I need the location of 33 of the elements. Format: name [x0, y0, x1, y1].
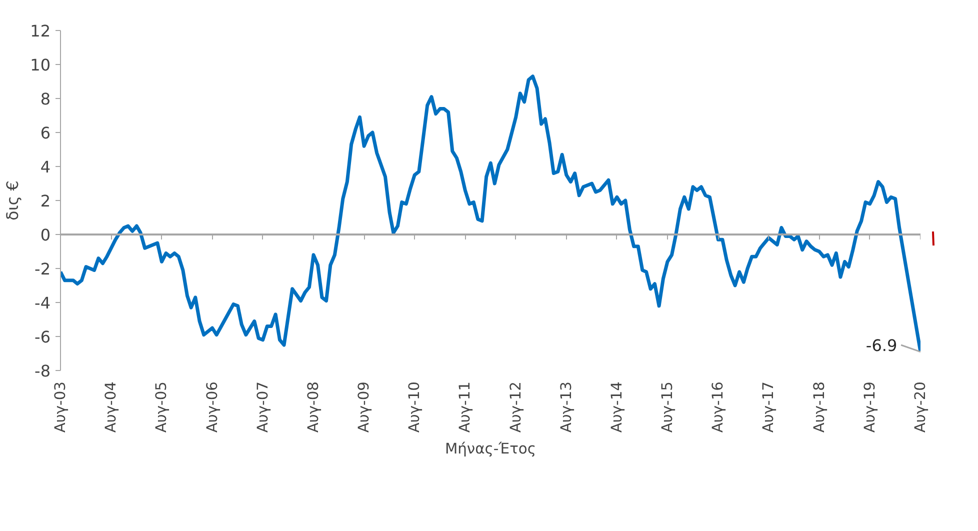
y-tick-label: 8 — [40, 90, 51, 108]
x-tick-label: Αυγ-13 — [558, 381, 575, 433]
x-tick-label: Αυγ-14 — [608, 381, 626, 433]
y-tick-label: -4 — [34, 294, 50, 312]
annotation: -6.9 — [866, 336, 898, 355]
x-tick-label: Αυγ-08 — [305, 381, 322, 433]
y-tick-label: 10 — [30, 56, 50, 74]
y-tick-label: -6 — [34, 328, 50, 346]
x-tick-label: Αυγ-11 — [456, 381, 474, 433]
x-tick-label: Αυγ-17 — [760, 381, 778, 433]
y-tick-label: -8 — [34, 362, 50, 380]
x-tick-label: Αυγ-10 — [406, 381, 424, 433]
x-tick-label: Αυγ-09 — [356, 381, 373, 433]
y-tick-label: 12 — [30, 22, 50, 40]
line-series — [60, 74, 920, 354]
y-tick-label: 2 — [40, 192, 51, 210]
x-tick-label: Αυγ-04 — [102, 381, 120, 433]
x-tick-label: Αυγ-07 — [254, 381, 272, 433]
x-tick-label: Αυγ-16 — [710, 381, 727, 433]
x-tick-label: Αυγ-19 — [861, 381, 878, 433]
x-tick-label: Αυγ-18 — [810, 381, 828, 433]
x-tick-label: Αυγ-15 — [658, 381, 676, 433]
y-tick-label: 0 — [40, 226, 51, 244]
y-tick-label: -2 — [34, 260, 50, 278]
x-axis-title: Μήνας-Έτος — [445, 440, 536, 458]
x-tick-label: Αυγ-12 — [507, 381, 524, 433]
x-tick-label: Αυγ-20 — [912, 381, 929, 433]
y-tick-label: 6 — [40, 124, 51, 142]
x-tick-label: Αυγ-05 — [153, 381, 170, 433]
x-tick-label: Αυγ-06 — [204, 381, 221, 433]
y-tick-label: 4 — [40, 158, 51, 176]
x-tick-label: Αυγ-03 — [52, 381, 69, 433]
y-axis-title: δις € — [3, 180, 22, 220]
